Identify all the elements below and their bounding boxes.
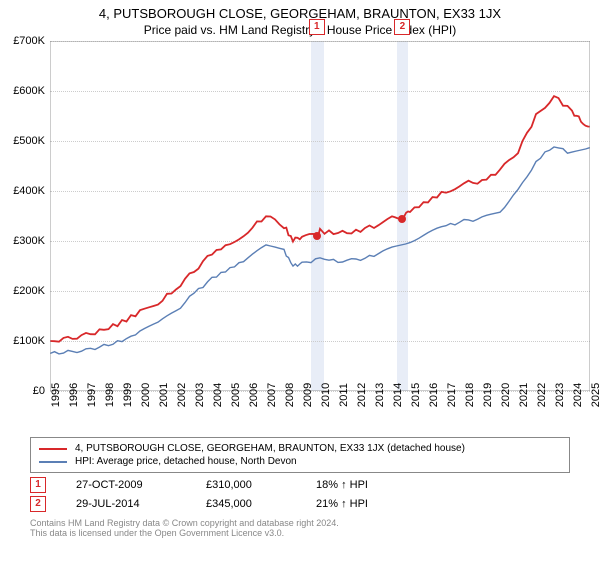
x-tick-label: 2013 (374, 383, 386, 407)
x-tick-label: 2016 (428, 383, 440, 407)
x-axis: 1995199619971998199920002001200220032004… (50, 391, 590, 431)
x-tick-label: 1997 (86, 383, 98, 407)
sale-marker-label: 1 (309, 19, 325, 35)
x-tick-label: 2012 (356, 383, 368, 407)
x-tick-label: 2002 (176, 383, 188, 407)
legend-swatch (39, 461, 67, 463)
x-tick-label: 1999 (122, 383, 134, 407)
x-tick-label: 1996 (68, 383, 80, 407)
y-tick-label: £200K (0, 285, 45, 297)
footer: Contains HM Land Registry data © Crown c… (30, 518, 570, 538)
x-tick-label: 2020 (500, 383, 512, 407)
x-tick-label: 2005 (230, 383, 242, 407)
x-tick-label: 2003 (194, 383, 206, 407)
page-subtitle: Price paid vs. HM Land Registry's House … (0, 23, 600, 37)
sale-date: 29-JUL-2014 (76, 498, 176, 510)
chart: £0£100K£200K£300K£400K£500K£600K£700K12 (50, 41, 590, 391)
x-tick-label: 2006 (248, 383, 260, 407)
x-tick-label: 1995 (50, 383, 62, 407)
x-tick-label: 2000 (140, 383, 152, 407)
sale-date: 27-OCT-2009 (76, 479, 176, 491)
sale-row-marker: 1 (30, 477, 46, 493)
legend-label: HPI: Average price, detached house, Nort… (75, 456, 297, 467)
sale-row: 2 29-JUL-2014 £345,000 21% ↑ HPI (30, 496, 570, 512)
x-tick-label: 2008 (284, 383, 296, 407)
x-tick-label: 1998 (104, 383, 116, 407)
y-tick-label: £500K (0, 135, 45, 147)
x-tick-label: 2019 (482, 383, 494, 407)
sale-price: £310,000 (206, 479, 286, 491)
sale-price: £345,000 (206, 498, 286, 510)
x-tick-label: 2015 (410, 383, 422, 407)
legend: 4, PUTSBOROUGH CLOSE, GEORGEHAM, BRAUNTO… (30, 437, 570, 473)
x-tick-label: 2014 (392, 383, 404, 407)
y-tick-label: £400K (0, 185, 45, 197)
x-tick-label: 2025 (590, 383, 600, 407)
sale-hpi: 21% ↑ HPI (316, 498, 396, 510)
y-tick-label: £700K (0, 35, 45, 47)
y-tick-label: £100K (0, 335, 45, 347)
legend-swatch (39, 448, 67, 450)
x-tick-label: 2001 (158, 383, 170, 407)
sale-marker-label: 2 (394, 19, 410, 35)
x-tick-label: 2010 (320, 383, 332, 407)
x-tick-label: 2004 (212, 383, 224, 407)
sale-row-marker: 2 (30, 496, 46, 512)
footer-line: This data is licensed under the Open Gov… (30, 528, 570, 538)
series-hpi (50, 147, 590, 354)
x-tick-label: 2007 (266, 383, 278, 407)
legend-item: HPI: Average price, detached house, Nort… (39, 455, 561, 468)
legend-item: 4, PUTSBOROUGH CLOSE, GEORGEHAM, BRAUNTO… (39, 442, 561, 455)
y-tick-label: £600K (0, 85, 45, 97)
x-tick-label: 2011 (338, 383, 350, 407)
legend-label: 4, PUTSBOROUGH CLOSE, GEORGEHAM, BRAUNTO… (75, 443, 465, 454)
x-tick-label: 2023 (554, 383, 566, 407)
x-tick-label: 2021 (518, 383, 530, 407)
sale-row: 1 27-OCT-2009 £310,000 18% ↑ HPI (30, 477, 570, 493)
y-tick-label: £0 (0, 385, 45, 397)
x-tick-label: 2009 (302, 383, 314, 407)
sale-hpi: 18% ↑ HPI (316, 479, 396, 491)
x-tick-label: 2022 (536, 383, 548, 407)
x-tick-label: 2018 (464, 383, 476, 407)
page-title: 4, PUTSBOROUGH CLOSE, GEORGEHAM, BRAUNTO… (0, 6, 600, 21)
x-tick-label: 2017 (446, 383, 458, 407)
series-property (50, 96, 590, 342)
x-tick-label: 2024 (572, 383, 584, 407)
y-tick-label: £300K (0, 235, 45, 247)
footer-line: Contains HM Land Registry data © Crown c… (30, 518, 570, 528)
sales-table: 1 27-OCT-2009 £310,000 18% ↑ HPI 2 29-JUL-201… (0, 477, 600, 512)
